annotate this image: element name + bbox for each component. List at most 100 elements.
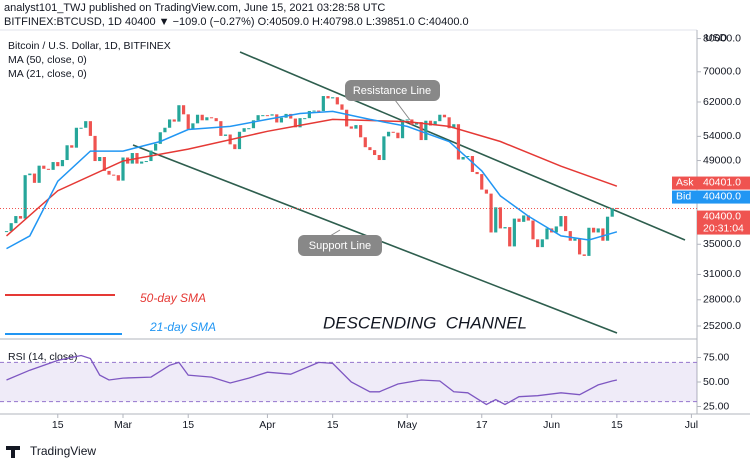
candle [51, 162, 55, 170]
y-tick-label: 35000.0 [703, 238, 741, 250]
candle [326, 96, 330, 99]
y-tick-label: 80000.0 [703, 32, 741, 44]
candle [605, 216, 610, 241]
candle [610, 207, 614, 217]
candle [293, 118, 297, 128]
footer-brand: TradingView [30, 444, 96, 458]
candle [438, 114, 442, 122]
candle [587, 227, 591, 256]
candle [405, 119, 409, 121]
candle [582, 254, 586, 256]
candle [18, 216, 23, 219]
candle [247, 128, 251, 130]
candle [42, 165, 46, 169]
x-tick-label: 15 [611, 419, 623, 431]
candle [191, 123, 195, 130]
candle [321, 96, 325, 111]
y-tick-label: 62000.0 [703, 96, 741, 108]
candle [163, 127, 167, 133]
candle [140, 161, 144, 164]
candle [564, 216, 568, 232]
candle [456, 124, 461, 160]
candle [56, 162, 60, 167]
candle [195, 114, 200, 124]
candle [307, 110, 311, 119]
candle [368, 147, 372, 151]
candle [503, 227, 507, 229]
candle [424, 120, 428, 141]
y-tick-label: 49000.0 [703, 154, 741, 166]
candle [461, 157, 465, 160]
candle [512, 218, 516, 247]
candle [433, 121, 437, 126]
candle [466, 156, 470, 158]
candle [536, 239, 540, 248]
candle [312, 110, 316, 112]
y-tick-label: 28000.0 [703, 294, 741, 306]
candle [303, 118, 307, 120]
candle [345, 109, 349, 127]
x-tick-label: 15 [182, 419, 194, 431]
candle [349, 126, 353, 129]
sma21-label: 21-day SMA [149, 320, 216, 334]
candle [577, 238, 582, 255]
candle [93, 135, 97, 162]
candle [177, 105, 181, 122]
candle [545, 228, 549, 240]
channel-label: DESCENDING CHANNEL [323, 313, 527, 332]
x-tick-label: 15 [52, 419, 64, 431]
candle [116, 175, 120, 181]
ask-label: 40401.0 [703, 176, 741, 188]
candle [447, 117, 451, 129]
candle [298, 118, 302, 128]
candle [526, 215, 530, 221]
moving-average [6, 110, 618, 250]
candle [181, 105, 186, 115]
callout-box [298, 235, 382, 256]
candle [4, 231, 9, 233]
candle [172, 119, 176, 122]
y-tick-label: 31000.0 [703, 268, 741, 280]
candle [265, 115, 270, 117]
candle [386, 131, 391, 137]
candle [242, 128, 246, 132]
y-tick-label: 25.00 [703, 400, 729, 412]
candle [568, 231, 572, 241]
x-tick-label: 15 [327, 419, 339, 431]
candle [400, 119, 405, 139]
x-tick-label: May [397, 419, 418, 431]
candle [130, 153, 134, 164]
candle [205, 117, 209, 121]
candle [331, 97, 335, 99]
y-tick-label: 50.00 [703, 376, 729, 388]
candle [144, 161, 148, 163]
candle [102, 157, 106, 171]
rsi-line [6, 354, 618, 406]
candle [559, 216, 563, 227]
candle [256, 115, 260, 121]
candle [382, 136, 386, 161]
callout-pointer [394, 99, 411, 121]
candle [237, 131, 242, 150]
candle [377, 155, 381, 161]
candle [60, 160, 65, 167]
y-tick-label: 54000.0 [703, 130, 741, 142]
x-tick-label: 17 [476, 419, 488, 431]
candle [391, 131, 395, 133]
candle [573, 238, 577, 241]
bid-label: 40400.0 [703, 190, 741, 202]
candle [354, 125, 358, 129]
candle [508, 227, 512, 247]
candle [233, 144, 237, 150]
x-tick-label: Jul [685, 419, 698, 431]
candle [489, 193, 493, 233]
candle [442, 114, 447, 118]
candle [363, 137, 367, 148]
candle [554, 226, 558, 233]
candle [261, 115, 265, 117]
candle [615, 207, 619, 209]
publisher: analyst101_TWJ published on TradingView.… [4, 2, 385, 14]
y-tick-label: 75.00 [703, 351, 729, 363]
